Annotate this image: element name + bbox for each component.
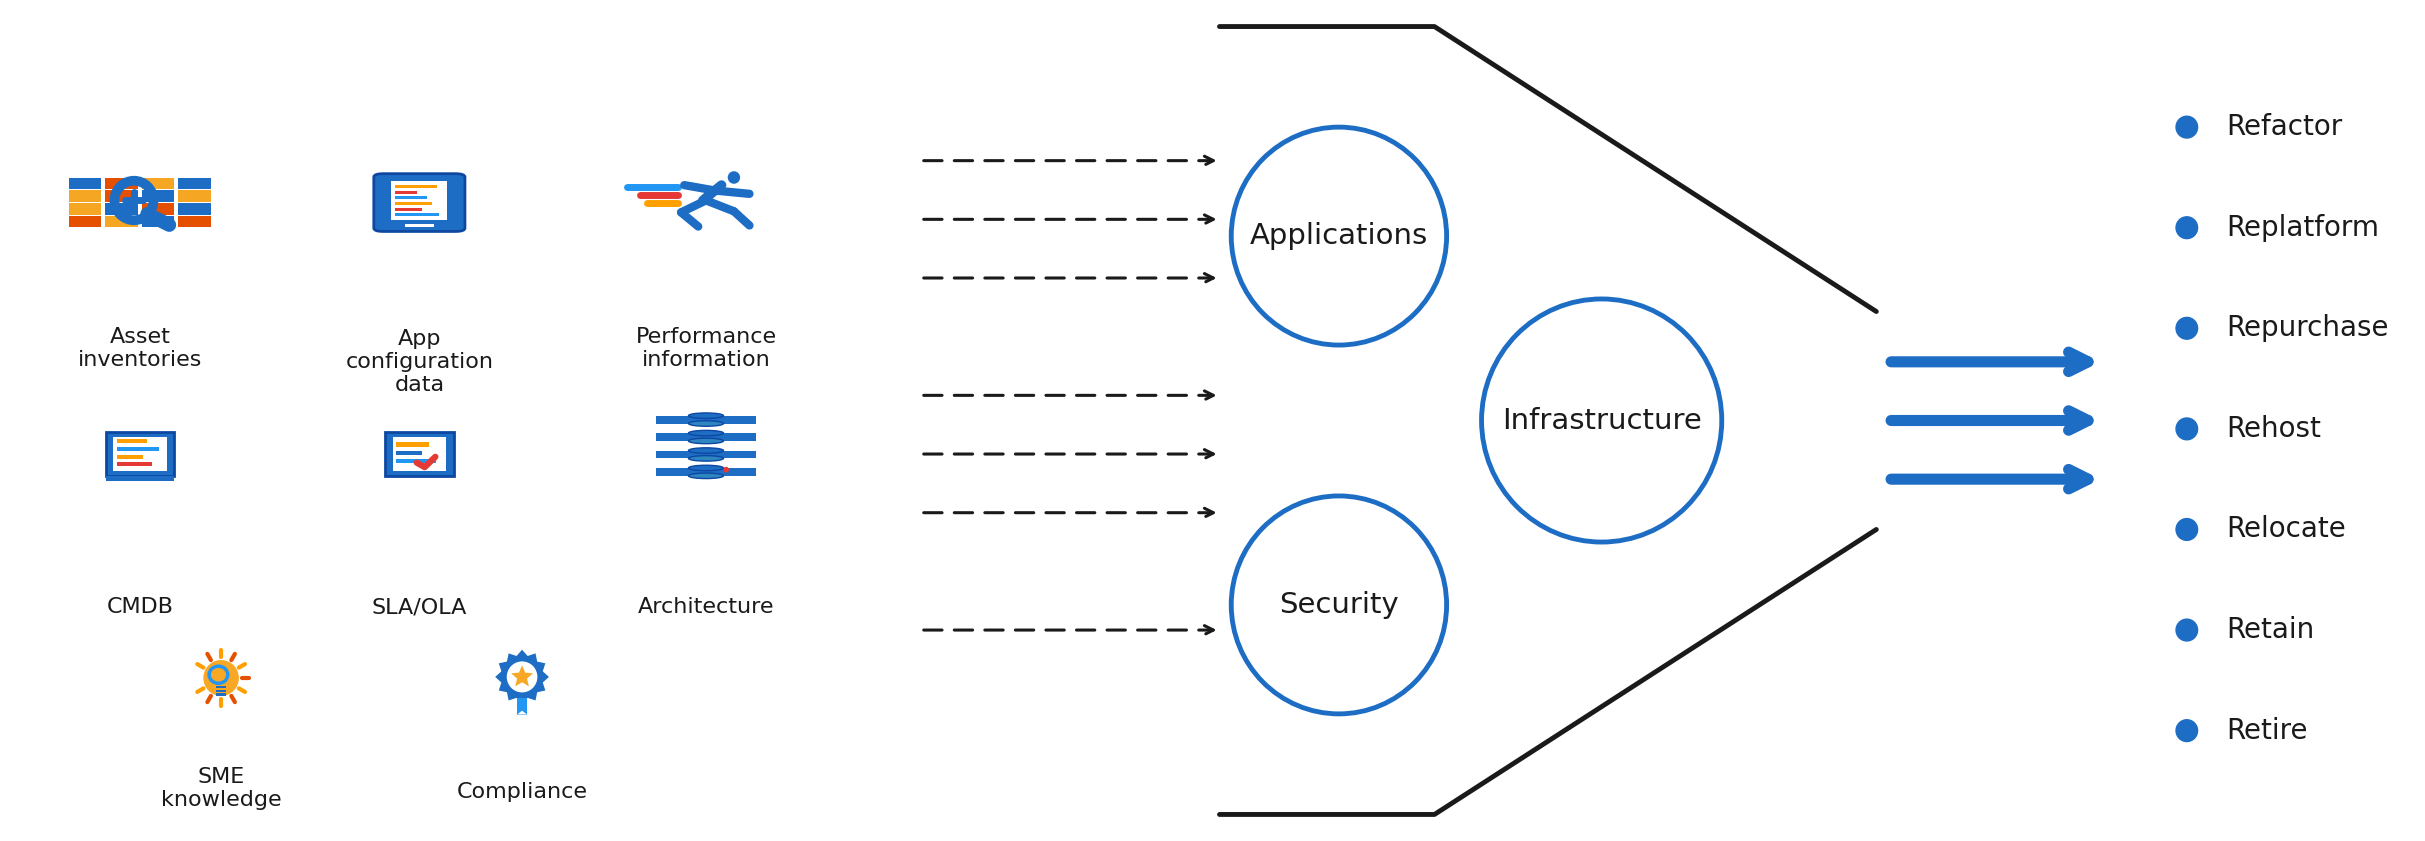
Ellipse shape	[2175, 519, 2197, 541]
Text: Applications: Applications	[1249, 222, 1428, 250]
Ellipse shape	[728, 172, 740, 184]
Bar	[395, 191, 417, 193]
Ellipse shape	[2175, 418, 2197, 440]
Bar	[68, 190, 102, 202]
Ellipse shape	[689, 420, 723, 426]
Bar	[390, 181, 449, 220]
Text: Asset
inventories: Asset inventories	[78, 327, 201, 370]
Ellipse shape	[1482, 299, 1722, 542]
Ellipse shape	[689, 447, 723, 453]
Bar	[104, 216, 138, 227]
FancyBboxPatch shape	[373, 174, 466, 231]
Bar	[655, 415, 757, 424]
Bar	[655, 433, 757, 441]
Text: Security: Security	[1278, 591, 1399, 619]
Ellipse shape	[723, 467, 730, 473]
Ellipse shape	[2175, 116, 2197, 138]
Bar	[179, 216, 211, 227]
Bar	[104, 204, 138, 214]
Ellipse shape	[204, 660, 240, 696]
Bar	[395, 458, 436, 463]
Bar	[107, 476, 175, 480]
Bar	[104, 177, 138, 189]
Text: SME
knowledge: SME knowledge	[160, 767, 281, 810]
Text: Infrastructure: Infrastructure	[1501, 406, 1702, 435]
Ellipse shape	[689, 438, 723, 444]
Bar	[179, 204, 211, 214]
Polygon shape	[495, 650, 548, 704]
Text: CMDB: CMDB	[107, 597, 175, 617]
Bar	[179, 177, 211, 189]
Ellipse shape	[2175, 619, 2197, 641]
Ellipse shape	[1232, 496, 1448, 714]
Text: Performance
information: Performance information	[635, 327, 776, 370]
Bar	[143, 216, 175, 227]
Polygon shape	[512, 665, 534, 686]
Ellipse shape	[689, 413, 723, 419]
Bar	[395, 196, 427, 199]
Bar	[395, 185, 436, 188]
Text: Replatform: Replatform	[2226, 214, 2379, 241]
Bar	[116, 440, 148, 443]
Bar	[116, 463, 153, 466]
Text: Retire: Retire	[2226, 717, 2309, 744]
Bar	[405, 225, 434, 227]
Polygon shape	[517, 711, 526, 715]
FancyBboxPatch shape	[107, 432, 175, 476]
Bar	[395, 442, 429, 447]
Bar	[116, 455, 143, 458]
Bar	[395, 214, 439, 216]
Text: SLA/OLA: SLA/OLA	[371, 597, 468, 617]
Text: Refactor: Refactor	[2226, 114, 2343, 141]
Bar	[116, 447, 160, 451]
Ellipse shape	[507, 661, 538, 692]
Bar	[395, 208, 422, 211]
Ellipse shape	[2175, 317, 2197, 339]
Ellipse shape	[1232, 127, 1448, 345]
FancyBboxPatch shape	[386, 432, 453, 476]
Bar	[216, 686, 226, 689]
Text: Repurchase: Repurchase	[2226, 315, 2389, 342]
Bar	[143, 190, 175, 202]
Bar	[114, 436, 167, 471]
Ellipse shape	[2175, 720, 2197, 742]
Ellipse shape	[689, 465, 723, 471]
Ellipse shape	[502, 656, 543, 698]
Text: Relocate: Relocate	[2226, 516, 2345, 543]
Bar	[395, 202, 432, 205]
Bar	[655, 468, 757, 476]
Bar	[143, 177, 175, 189]
Text: Rehost: Rehost	[2226, 415, 2321, 443]
Bar	[655, 451, 757, 458]
Bar	[393, 436, 446, 471]
Bar	[104, 190, 138, 202]
Bar	[216, 690, 226, 692]
Ellipse shape	[689, 431, 723, 436]
Bar	[68, 177, 102, 189]
Text: App
configuration
data: App configuration data	[344, 329, 492, 395]
Bar	[395, 451, 422, 455]
Text: Compliance: Compliance	[456, 782, 587, 801]
Text: Retain: Retain	[2226, 616, 2313, 644]
Bar	[517, 698, 526, 715]
Ellipse shape	[689, 456, 723, 461]
Ellipse shape	[689, 473, 723, 479]
Bar	[143, 204, 175, 214]
Ellipse shape	[2175, 217, 2197, 239]
Bar	[216, 694, 226, 696]
Text: Architecture: Architecture	[638, 597, 774, 617]
Bar	[68, 204, 102, 214]
Bar	[179, 190, 211, 202]
Bar	[68, 216, 102, 227]
